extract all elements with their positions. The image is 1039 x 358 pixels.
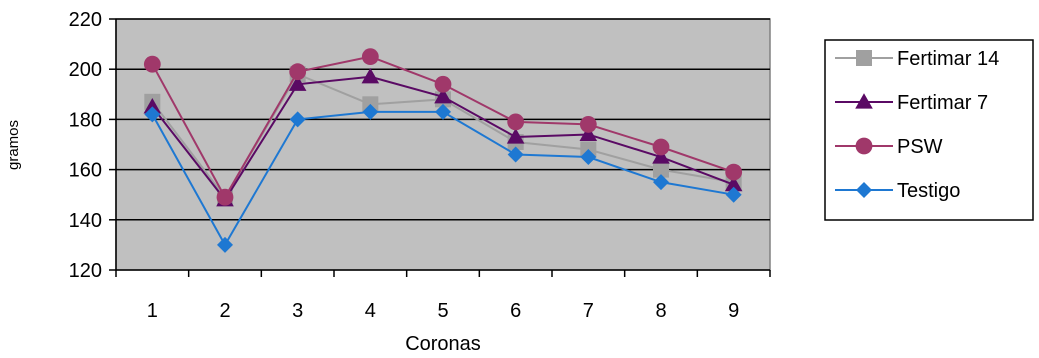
data-point xyxy=(724,175,743,192)
data-point xyxy=(725,163,743,181)
data-point xyxy=(361,48,379,66)
legend-items: Fertimar 14 Fertimar 7 PSW Testigo xyxy=(835,48,999,202)
data-point xyxy=(580,149,597,166)
legend-label: Testigo xyxy=(897,180,960,202)
data-point xyxy=(506,128,525,144)
data-point xyxy=(289,111,306,128)
y-tick-label: 160 xyxy=(69,160,102,182)
y-tick-label: 140 xyxy=(69,210,102,232)
legend-label: Fertimar 7 xyxy=(897,92,988,114)
x-tick-label: 4 xyxy=(365,300,376,322)
data-point xyxy=(507,146,524,163)
data-point xyxy=(362,103,379,120)
x-axis-label: Coronas xyxy=(405,333,481,355)
x-tick-label: 3 xyxy=(292,300,303,322)
y-tick-label: 220 xyxy=(69,9,102,31)
series-layer xyxy=(143,48,743,253)
legend-marker xyxy=(856,182,872,198)
data-point xyxy=(143,55,161,73)
series-testigo xyxy=(144,103,742,253)
legend-marker xyxy=(855,93,873,109)
x-axis-ticks: 1 2 3 4 5 6 7 8 9 xyxy=(115,270,771,322)
y-axis-ticks: 120 140 160 180 200 220 xyxy=(69,9,116,282)
legend-label: PSW xyxy=(897,136,943,158)
legend-item: Testigo xyxy=(835,180,960,202)
data-point xyxy=(289,63,307,81)
x-tick-label: 5 xyxy=(437,300,448,322)
data-point xyxy=(144,106,161,123)
series-psw xyxy=(143,48,743,206)
data-point xyxy=(579,125,598,142)
data-point xyxy=(434,88,452,104)
series-fertimar-7 xyxy=(143,67,743,207)
legend: Fertimar 14 Fertimar 7 PSW Testigo xyxy=(824,39,1034,221)
x-tick-label: 6 xyxy=(510,300,521,322)
data-point xyxy=(288,75,307,91)
data-point xyxy=(653,174,669,191)
x-tick-label: 1 xyxy=(147,300,158,322)
plot-area xyxy=(115,18,771,271)
data-point xyxy=(652,148,670,164)
plot-background xyxy=(115,18,771,271)
x-tick-label: 2 xyxy=(219,300,230,322)
x-tick-label: 9 xyxy=(728,300,739,322)
x-tick-label: 7 xyxy=(583,300,594,322)
x-tick-label: 8 xyxy=(655,300,666,322)
data-point xyxy=(507,113,525,131)
y-tick-label: 180 xyxy=(69,109,102,131)
y-tick-label: 120 xyxy=(69,260,102,282)
y-tick-label: 200 xyxy=(69,59,102,81)
y-axis-label: gramos xyxy=(5,120,22,170)
legend-item: PSW xyxy=(835,136,943,158)
data-point xyxy=(435,103,451,120)
legend-label: Fertimar 14 xyxy=(897,48,999,70)
data-point xyxy=(217,236,233,253)
legend-marker xyxy=(855,137,873,155)
data-point xyxy=(216,188,234,206)
data-point xyxy=(653,161,669,178)
legend-item: Fertimar 7 xyxy=(835,92,988,114)
data-point xyxy=(434,75,452,93)
data-point xyxy=(143,98,162,114)
data-point xyxy=(361,67,380,84)
legend-item: Fertimar 14 xyxy=(835,48,999,70)
legend-marker xyxy=(856,50,872,66)
data-point xyxy=(579,116,597,133)
data-point xyxy=(652,138,670,156)
data-point xyxy=(725,186,742,203)
